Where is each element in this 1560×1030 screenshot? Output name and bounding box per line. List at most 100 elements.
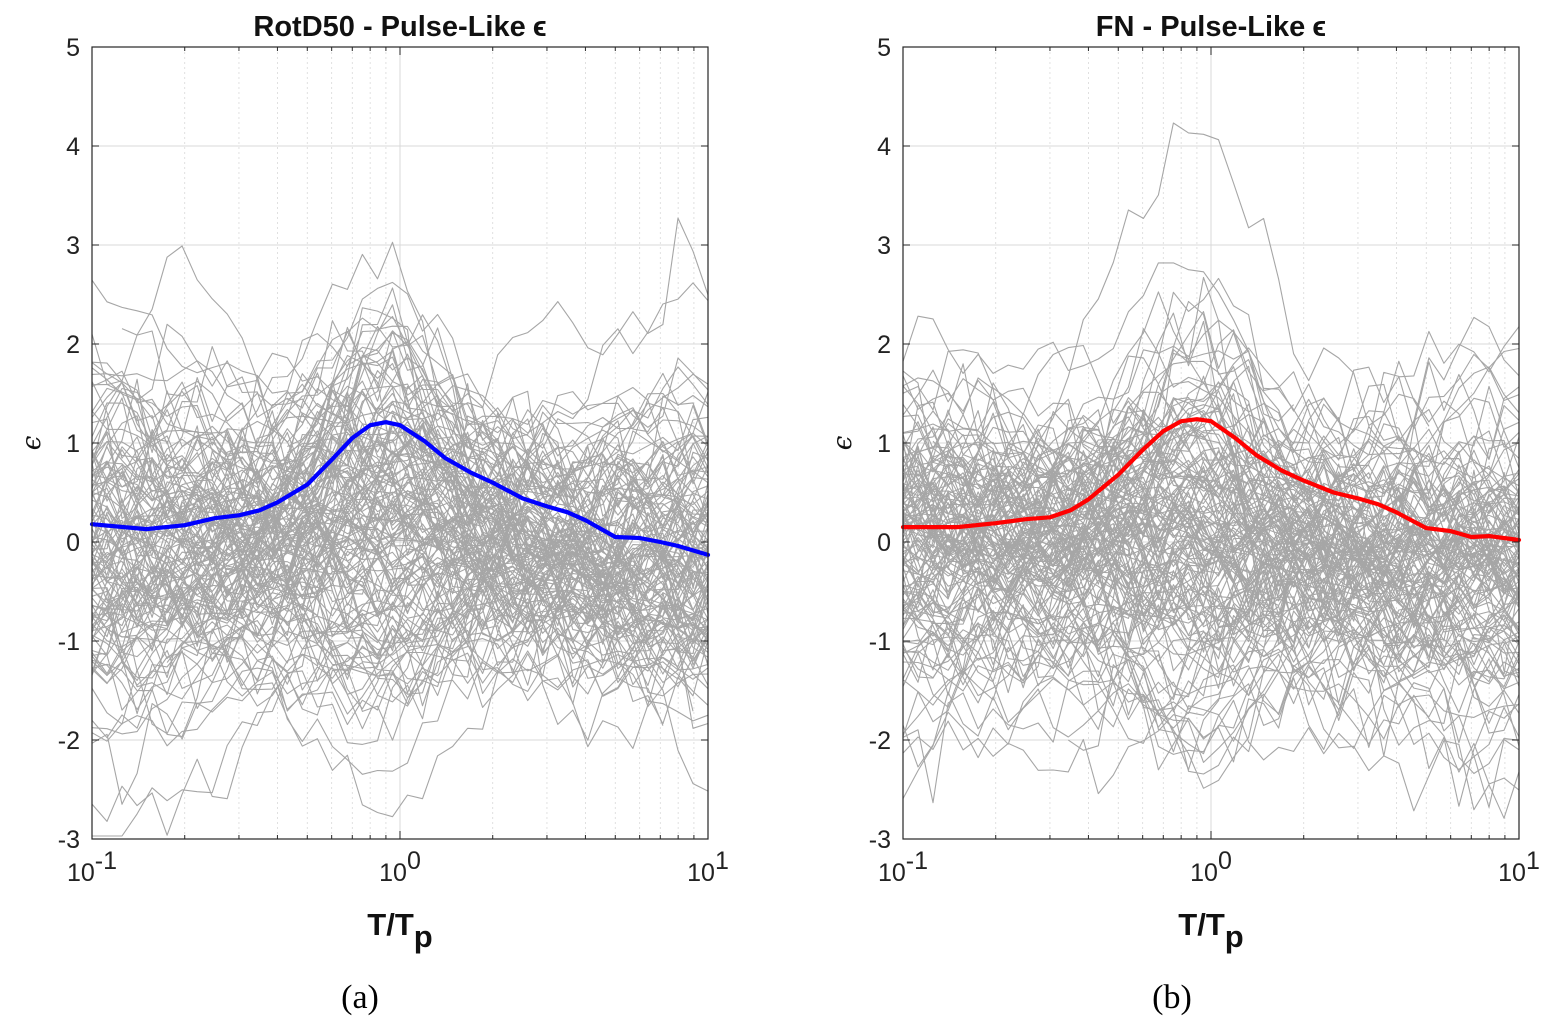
record-curve	[902, 344, 1295, 427]
record-curve	[902, 585, 1520, 775]
y-tick-label: 2	[877, 331, 891, 359]
x-axis-label-subscript: p	[1225, 919, 1244, 954]
record-curve	[91, 623, 574, 741]
record-curve	[91, 385, 709, 658]
mean-curve	[89, 420, 711, 558]
record-curve	[91, 409, 694, 613]
record-curves	[902, 122, 1520, 819]
record-curve	[902, 421, 1399, 639]
record-curve	[902, 475, 1520, 608]
record-curve	[91, 428, 709, 569]
record-curve	[91, 431, 709, 706]
record-curve	[902, 464, 1520, 640]
chart-title: FN - Pulse-Like ϵ	[1096, 11, 1326, 43]
record-curve	[902, 586, 1520, 807]
record-curve	[91, 330, 709, 668]
record-curve	[91, 421, 709, 604]
record-curve	[91, 383, 709, 508]
y-tick-label: -1	[58, 628, 80, 656]
record-curve	[91, 431, 709, 640]
record-curve	[902, 502, 1520, 687]
record-curve	[91, 453, 709, 593]
y-axis-label: ϵ	[828, 435, 858, 450]
record-curve	[902, 564, 1520, 753]
record-curve	[91, 530, 484, 710]
x-tick-label: 100	[1190, 847, 1232, 887]
record-curve	[902, 122, 1520, 552]
record-curve	[902, 390, 1520, 577]
record-curve	[91, 414, 709, 697]
record-curve	[902, 410, 1520, 653]
record-curve	[256, 491, 709, 690]
y-tick-label: 1	[66, 430, 80, 458]
record-curve	[902, 540, 1520, 659]
chart-title-epsilon: ϵ	[533, 11, 547, 43]
record-curve	[902, 300, 1520, 619]
x-axis-label: T/Tp	[367, 907, 432, 954]
record-curve	[902, 377, 1520, 642]
record-curve	[902, 442, 1520, 616]
record-curve	[902, 262, 1520, 597]
y-tick-label: -3	[58, 826, 80, 854]
record-curve	[902, 503, 1520, 628]
record-curve	[902, 407, 1520, 714]
record-curve	[91, 320, 709, 502]
y-tick-label: -1	[869, 628, 891, 656]
record-curve	[902, 627, 1520, 744]
y-tick-label: 5	[877, 34, 891, 62]
record-curve	[902, 600, 1520, 757]
chart-title: RotD50 - Pulse-Like ϵ	[253, 11, 546, 43]
record-curve	[902, 391, 1520, 608]
record-curve	[902, 451, 1520, 597]
record-curve	[902, 375, 1520, 582]
record-curve	[902, 480, 1520, 714]
record-curve	[91, 432, 709, 745]
record-curve	[902, 423, 1520, 591]
record-curve	[91, 433, 694, 591]
chart-panel-a: -3 -2 -1 0 1 2 3 4 5 10-1 100 101 RotD50 - Pulse-L…	[17, 11, 729, 1016]
record-curve	[902, 450, 1520, 662]
record-curve	[1067, 450, 1520, 751]
x-axis-label-main: T/T	[367, 907, 414, 942]
record-curve	[91, 446, 709, 685]
chart-title-text: FN - Pulse-Like	[1096, 11, 1306, 43]
record-curve	[91, 430, 709, 592]
record-curve	[902, 440, 1520, 675]
x-tick-labels: 10-1 100 101	[878, 847, 1540, 887]
record-curve	[902, 403, 1520, 514]
record-curve	[91, 405, 709, 792]
record-curve	[902, 408, 1520, 692]
x-axis-label-subscript: p	[414, 919, 433, 954]
axis-ticks	[902, 46, 1520, 840]
record-curve	[166, 362, 709, 729]
record-curve	[91, 347, 709, 615]
record-curve	[902, 470, 1520, 631]
record-curve	[91, 360, 483, 568]
record-curve	[91, 378, 709, 578]
record-curve	[91, 425, 709, 620]
record-curve	[226, 582, 709, 695]
record-curve	[166, 527, 679, 664]
x-tick-label: 10-1	[67, 847, 117, 887]
y-tick-label: 0	[66, 529, 80, 557]
record-curve	[902, 496, 1520, 564]
x-tick-label: 10-1	[878, 847, 928, 887]
record-curve	[91, 589, 694, 749]
x-axis-label-main: T/T	[1178, 907, 1225, 942]
y-tick-label: 4	[877, 133, 891, 161]
x-axis-label: T/Tp	[1178, 907, 1243, 954]
record-curve	[91, 598, 709, 696]
axis-ticks	[91, 46, 709, 840]
record-curve	[91, 362, 709, 638]
record-curve	[902, 440, 1520, 582]
record-curve	[902, 521, 1460, 768]
record-curve	[91, 505, 709, 644]
record-curve	[91, 418, 709, 672]
record-curve	[91, 388, 709, 540]
record-curve	[91, 279, 709, 542]
y-tick-label: 1	[877, 430, 891, 458]
y-axis-label: ϵ	[17, 435, 47, 450]
chart-title-text: RotD50 - Pulse-Like	[253, 11, 525, 43]
